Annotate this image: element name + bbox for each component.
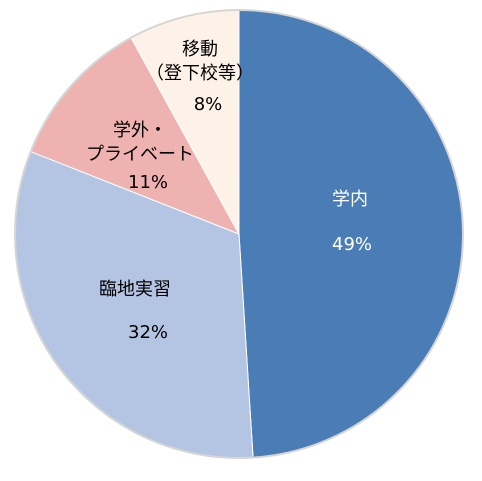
- slice-label: 臨地実習: [99, 279, 171, 300]
- value-label: 32%: [127, 322, 169, 343]
- slice-label: 移動 （登下校等）: [146, 39, 254, 84]
- slice-label: 学外・ プライベート: [86, 120, 194, 165]
- slice-label: 学内: [332, 189, 368, 210]
- pie-outline: [14, 9, 464, 459]
- value-label: 8%: [193, 94, 223, 115]
- value-label: 49%: [331, 234, 373, 255]
- value-label: 11%: [127, 172, 169, 193]
